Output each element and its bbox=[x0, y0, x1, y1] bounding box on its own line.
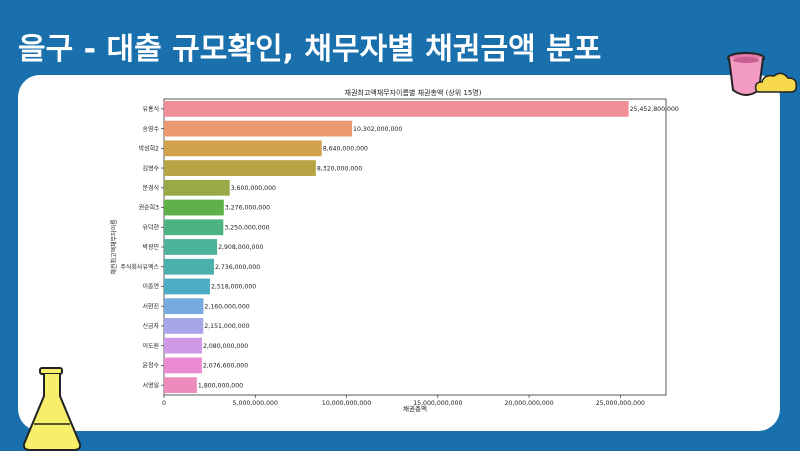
bar-value-label: 3,276,000,000 bbox=[225, 205, 270, 212]
bars-layer: 25,452,800,000 10,302,000,000 8,640,000,00… bbox=[164, 100, 679, 394]
y-tick-label: 문경식 bbox=[142, 184, 159, 192]
x-tick-label: 20,000,000,000 bbox=[504, 400, 553, 407]
content-panel bbox=[18, 75, 780, 431]
bar-value-label: 2,518,000,000 bbox=[211, 284, 256, 291]
chart-title: 채권최고액채무자이름별 채권총액 (상위 15명) bbox=[345, 88, 482, 97]
bar-value-label: 2,076,600,000 bbox=[203, 363, 248, 370]
y-tick-label: 서영일 bbox=[142, 381, 159, 389]
x-tick-label: 15,000,000,000 bbox=[413, 400, 462, 407]
y-tick-label: 서현진 bbox=[142, 302, 159, 310]
y-tick-label: 권순희3 bbox=[139, 204, 160, 212]
y-tick-label: 신금자 bbox=[142, 322, 159, 330]
y-tick-label: 윤정수 bbox=[142, 363, 159, 370]
bar bbox=[164, 239, 218, 255]
bar bbox=[164, 199, 224, 216]
bar bbox=[164, 100, 629, 117]
y-tick-label: 송영수 bbox=[142, 125, 159, 133]
y-axis-label: 채권최고액채무자이름 bbox=[110, 219, 118, 275]
bar bbox=[164, 377, 197, 394]
x-tick-label: 5,000,000,000 bbox=[233, 400, 278, 407]
bar-value-label: 10,302,000,000 bbox=[353, 126, 402, 133]
flask-icon bbox=[22, 367, 82, 451]
x-axis-label: 채권총액 bbox=[403, 404, 427, 413]
bar bbox=[164, 357, 202, 374]
bar bbox=[164, 179, 230, 196]
y-tick-label: 유홍식 bbox=[142, 105, 159, 113]
bar-value-label: 1,800,000,000 bbox=[198, 382, 243, 389]
cloud-icon bbox=[754, 72, 798, 93]
beaker-icon bbox=[727, 52, 765, 96]
bar-value-label: 2,160,000,000 bbox=[204, 303, 249, 310]
x-tick-label: 0 bbox=[162, 400, 166, 407]
bar-value-label: 25,452,800,000 bbox=[630, 106, 679, 113]
bar bbox=[164, 298, 204, 315]
bar bbox=[164, 278, 210, 295]
bar-value-label: 2,736,000,000 bbox=[215, 264, 260, 271]
x-tick-label: 10,000,000,000 bbox=[322, 400, 371, 407]
y-tick-label: 김영수 bbox=[142, 164, 159, 172]
bar-value-label: 8,640,000,000 bbox=[323, 146, 368, 153]
bar-value-label: 2,151,000,000 bbox=[204, 323, 249, 330]
y-tick-label: 이종연 bbox=[142, 283, 159, 291]
bar-value-label: 8,320,000,000 bbox=[317, 165, 362, 172]
y-tick-label: 유덕현 bbox=[142, 223, 159, 231]
x-tick-label: 25,000,000,000 bbox=[596, 400, 645, 407]
y-tick-label: 이도원 bbox=[142, 342, 159, 350]
x-tick-labels: 0 5,000,000,000 10,000,000,000 15,000,000,0… bbox=[162, 395, 645, 407]
bar-value-label: 3,250,000,000 bbox=[224, 224, 269, 231]
bar-value-label: 2,080,000,000 bbox=[203, 343, 248, 350]
bar-value-label: 3,600,000,000 bbox=[231, 185, 276, 192]
bar bbox=[164, 140, 322, 157]
y-tick-label: 주식회사유엑스 bbox=[120, 263, 159, 271]
y-tick-label: 박광민 bbox=[142, 243, 159, 251]
y-tick-label: 박성희2 bbox=[139, 145, 160, 153]
bar bbox=[164, 258, 214, 275]
bar bbox=[164, 160, 316, 176]
bar bbox=[164, 219, 224, 236]
slide-title: 을구 - 대출 규모확인, 채무자별 채권금액 분포 bbox=[18, 32, 602, 67]
bar-value-label: 2,908,000,000 bbox=[218, 244, 263, 251]
bar bbox=[164, 318, 204, 334]
bar bbox=[164, 337, 202, 354]
bar bbox=[164, 120, 353, 137]
